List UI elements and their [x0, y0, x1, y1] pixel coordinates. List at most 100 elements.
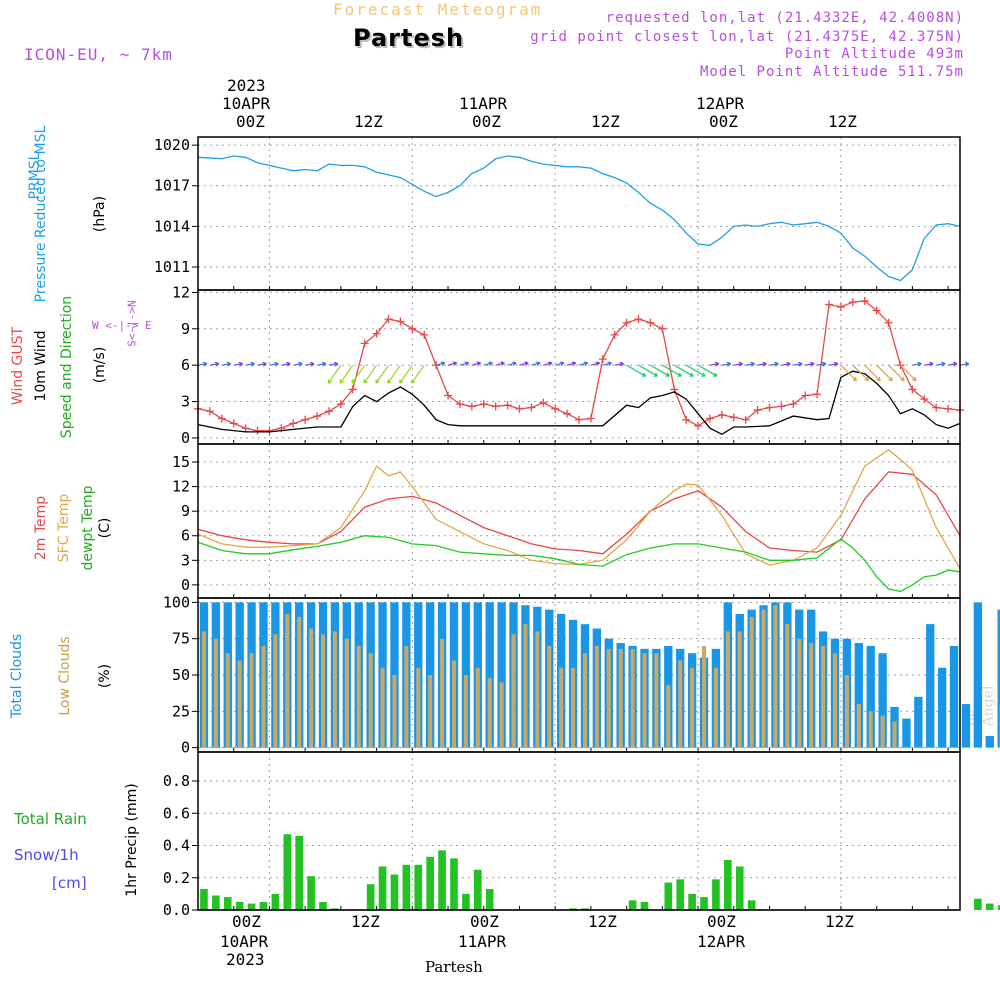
wind-arrow-head	[713, 372, 718, 377]
low-cloud-bar	[559, 667, 564, 748]
ytick-label: 6	[181, 356, 190, 374]
wind-direction-arrow	[328, 363, 338, 366]
low-cloud-bar	[856, 704, 861, 748]
ytick-label: 0.4	[163, 837, 190, 855]
gust-marker	[944, 404, 953, 413]
precip-bar	[485, 889, 494, 910]
gust-marker	[777, 402, 786, 411]
low-cloud-bar	[368, 653, 373, 748]
wind-arrow-head	[726, 361, 732, 367]
total-cloud-bar	[937, 667, 947, 748]
gust-marker	[836, 302, 845, 311]
footer-location: Partesh	[425, 958, 483, 976]
bottom-tick-12z-3: 12Z	[825, 912, 854, 931]
ytick-label: 1011	[154, 258, 190, 276]
series-line-10m-wind	[197, 370, 961, 436]
wind-arrow-head	[327, 379, 333, 384]
precip-bar	[307, 876, 315, 910]
wind-arrow-head	[952, 361, 958, 367]
wind-arrow-head	[900, 376, 905, 382]
gust-marker	[765, 403, 774, 412]
low-cloud-bar	[713, 667, 718, 748]
wind-arrow-head	[559, 361, 565, 367]
gust-marker	[753, 406, 762, 415]
gust-marker	[348, 385, 357, 394]
wind-direction-arrow	[566, 362, 576, 366]
wind-arrow-head	[619, 361, 624, 367]
gust-marker	[848, 298, 857, 307]
wind-arrow-head	[595, 361, 601, 367]
low-cloud-bar	[213, 638, 218, 748]
wind-arrow-head	[701, 372, 706, 377]
low-cloud-bar	[380, 667, 385, 748]
meteogram-subtitle: Forecast Meteogram	[333, 0, 543, 19]
low-cloud-bar	[880, 715, 885, 748]
low-cloud-bar	[261, 645, 266, 748]
low-cloud-bar	[821, 645, 826, 748]
precip-bar	[331, 908, 339, 910]
wind-direction-arrow	[531, 362, 541, 366]
low-cloud-bar	[701, 645, 707, 748]
total-cloud-bar	[985, 736, 994, 748]
low-cloud-bar	[547, 645, 552, 748]
precip-bar	[628, 900, 637, 910]
wind-direction-arrow	[709, 363, 719, 366]
wind-arrow-head	[964, 361, 970, 367]
gust-marker	[336, 399, 345, 408]
gust-marker	[372, 329, 381, 338]
low-cloud-bar	[499, 682, 504, 748]
gust-marker	[289, 419, 298, 428]
wind-direction-arrow	[662, 364, 682, 377]
gust-marker	[825, 300, 834, 309]
wind-direction-arrow	[245, 363, 255, 366]
wind-arrow-head	[238, 361, 243, 367]
precip-bar	[247, 903, 256, 910]
precip-bar	[747, 900, 756, 910]
gust-marker	[741, 415, 750, 424]
ytick-label: 50	[172, 666, 190, 684]
ytick-label: 0.0	[163, 901, 190, 919]
wind-direction-arrow	[876, 364, 893, 382]
low-cloud-bar	[535, 631, 540, 748]
precip-bar	[688, 893, 696, 910]
gust-marker	[360, 339, 369, 348]
precip-bar	[390, 874, 399, 910]
ytick-label: 15	[172, 453, 190, 471]
gust-marker	[860, 296, 869, 305]
series-line-wind-gust	[197, 300, 961, 432]
precip-bar	[735, 866, 744, 910]
precip-bar	[283, 834, 292, 910]
wind-arrow-head	[310, 361, 315, 367]
precip-bar	[569, 908, 577, 910]
precip-bar	[295, 835, 304, 910]
gust-marker	[563, 409, 572, 418]
low-cloud-bar	[237, 660, 242, 748]
low-cloud-bar	[594, 645, 599, 748]
wind-direction-arrow	[733, 363, 743, 366]
total-cloud-bar	[878, 653, 887, 748]
wind-arrow-head	[547, 361, 553, 367]
gust-marker	[396, 317, 405, 326]
low-cloud-bar	[773, 605, 778, 748]
gust-marker	[324, 407, 333, 416]
gust-marker	[634, 315, 643, 324]
ytick-label: 6	[181, 527, 190, 545]
gust-marker	[253, 426, 262, 435]
ytick-label: 0.8	[163, 772, 190, 790]
gust-marker	[705, 414, 714, 423]
model-point-altitude: Model Point Altitude 511.75m	[699, 64, 964, 80]
total-cloud-bar	[854, 643, 863, 748]
precip-bar	[974, 898, 982, 910]
precip-bar	[212, 895, 220, 910]
low-cloud-bar	[309, 628, 314, 748]
gust-marker	[920, 395, 929, 404]
total-cloud-bar	[866, 645, 875, 748]
ytick-label: 9	[181, 320, 190, 338]
gust-marker	[610, 330, 619, 339]
ytick-label: 3	[181, 393, 190, 411]
wind-arrow-head	[536, 361, 541, 367]
wind-direction-arrow	[459, 362, 469, 366]
wind-direction-arrow	[519, 362, 529, 366]
wind-arrow-head	[798, 361, 803, 367]
low-cloud-bar	[606, 648, 611, 748]
